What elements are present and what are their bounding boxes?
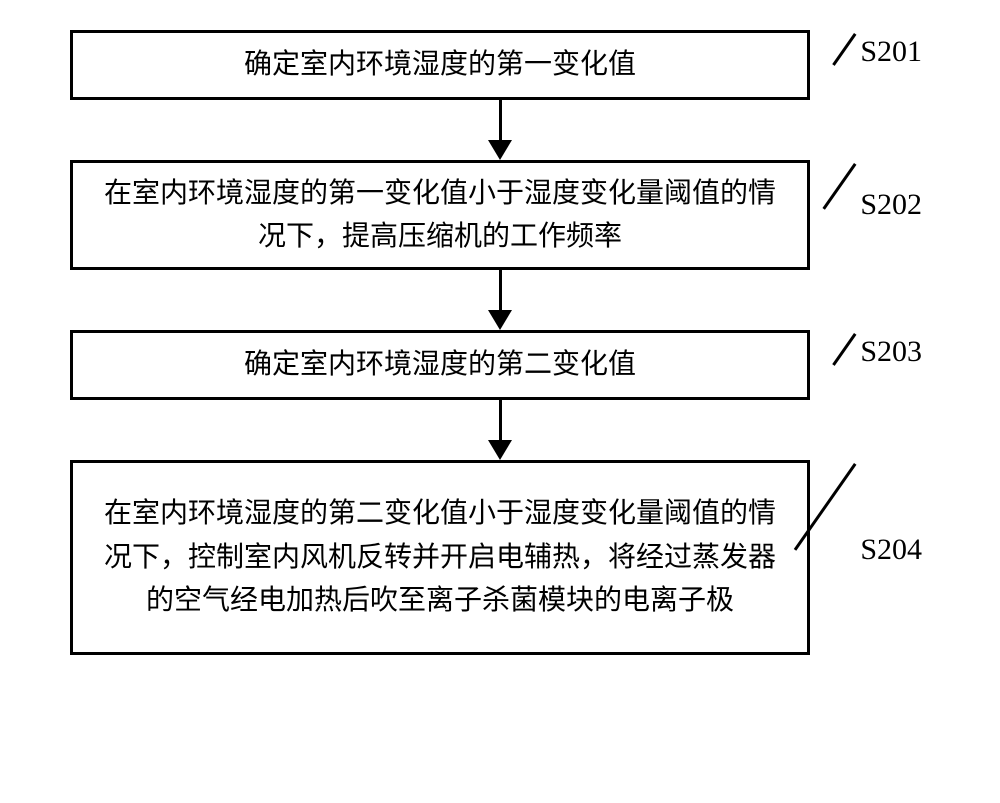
flow-arrow [70, 400, 930, 460]
label-connector [832, 33, 856, 66]
step-text: 确定室内环境湿度的第一变化值 [244, 43, 636, 86]
step-text: 确定室内环境湿度的第二变化值 [244, 343, 636, 386]
arrow-head-icon [488, 310, 512, 330]
flow-arrow [70, 270, 930, 330]
step-text: 在室内环境湿度的第二变化值小于湿度变化量阈值的情况下，控制室内风机反转并开启电辅… [93, 492, 787, 622]
flow-arrow [70, 100, 930, 160]
arrow-head-icon [488, 140, 512, 160]
step-label: S201 [860, 35, 922, 69]
step-label: S204 [860, 533, 922, 567]
arrow-shaft [499, 100, 502, 144]
flowchart-node-s201: S201 确定室内环境湿度的第一变化值 [70, 30, 810, 100]
label-connector [832, 333, 856, 366]
step-text: 在室内环境湿度的第一变化值小于湿度变化量阈值的情况下，提高压缩机的工作频率 [93, 172, 787, 259]
label-connector [822, 163, 856, 210]
step-label: S202 [860, 188, 922, 222]
flowchart-container: S201 确定室内环境湿度的第一变化值 S202 在室内环境湿度的第一变化值小于… [70, 30, 930, 655]
flowchart-node-s203: S203 确定室内环境湿度的第二变化值 [70, 330, 810, 400]
arrow-shaft [499, 270, 502, 314]
label-connector [794, 463, 857, 551]
flowchart-node-s202: S202 在室内环境湿度的第一变化值小于湿度变化量阈值的情况下，提高压缩机的工作… [70, 160, 810, 270]
flowchart-node-s204: S204 在室内环境湿度的第二变化值小于湿度变化量阈值的情况下，控制室内风机反转… [70, 460, 810, 655]
arrow-head-icon [488, 440, 512, 460]
arrow-shaft [499, 400, 502, 444]
step-label: S203 [860, 335, 922, 369]
